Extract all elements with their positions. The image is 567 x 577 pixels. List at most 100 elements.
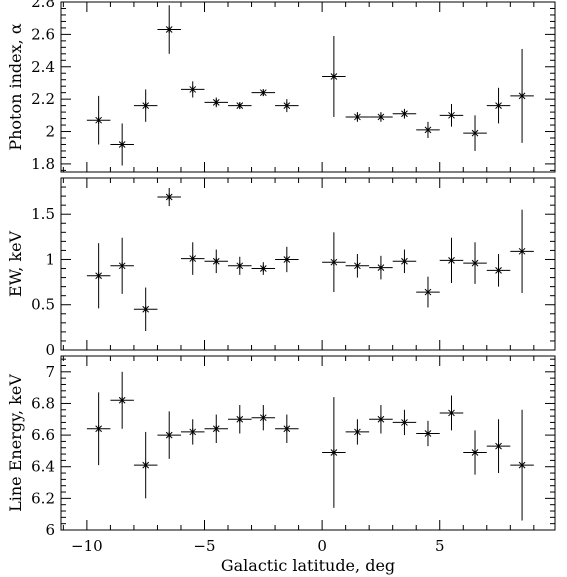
x-axis-label: Galactic latitude, deg bbox=[221, 556, 395, 575]
star-marker bbox=[95, 116, 102, 124]
x-tick-label: 5 bbox=[435, 537, 445, 555]
data-point bbox=[86, 243, 111, 309]
star-marker bbox=[424, 430, 432, 438]
y-tick-label: 2.2 bbox=[31, 90, 55, 108]
star-marker bbox=[189, 255, 197, 263]
y-tick-label: 6.6 bbox=[31, 426, 55, 444]
data-point bbox=[275, 99, 299, 113]
data-point bbox=[180, 419, 205, 445]
y-tick-label: 2 bbox=[45, 123, 55, 141]
data-point bbox=[86, 95, 111, 145]
data-point bbox=[86, 392, 111, 466]
data-point bbox=[510, 48, 534, 143]
data-point bbox=[439, 237, 464, 284]
star-marker bbox=[165, 193, 173, 201]
star-marker bbox=[330, 258, 338, 266]
data-point bbox=[486, 419, 511, 474]
data-point bbox=[133, 287, 158, 331]
y-axis-label: EW, keV bbox=[6, 230, 25, 297]
data-point bbox=[392, 108, 417, 119]
star-marker bbox=[118, 396, 126, 404]
panel-frame bbox=[60, 1, 556, 173]
y-tick-label: 1.5 bbox=[31, 205, 55, 223]
data-point bbox=[110, 237, 134, 294]
star-marker bbox=[495, 266, 502, 274]
data-points bbox=[86, 371, 534, 521]
y-tick-label: 2.8 bbox=[31, 0, 55, 11]
data-points bbox=[86, 5, 534, 166]
panel-frame bbox=[60, 177, 556, 351]
star-marker bbox=[259, 89, 267, 97]
star-marker bbox=[283, 425, 291, 433]
y-tick-label: 0 bbox=[45, 341, 55, 359]
star-marker bbox=[401, 257, 408, 265]
data-point bbox=[322, 232, 346, 293]
panel-frame bbox=[60, 355, 556, 531]
data-point bbox=[228, 102, 252, 110]
y-ticks: 0 0.5 1 1.5 bbox=[31, 177, 555, 359]
star-marker bbox=[212, 98, 220, 106]
star-marker bbox=[330, 72, 338, 80]
data-point bbox=[251, 89, 276, 97]
x-tick-label: 0 bbox=[317, 537, 327, 555]
data-point bbox=[463, 115, 487, 151]
star-marker bbox=[354, 262, 361, 270]
data-point bbox=[133, 431, 158, 499]
star-marker bbox=[424, 126, 432, 134]
star-marker bbox=[236, 102, 244, 110]
y-tick-label: 7 bbox=[45, 363, 55, 381]
data-point bbox=[510, 409, 534, 521]
data-point bbox=[133, 89, 158, 122]
data-point bbox=[275, 246, 299, 273]
data-point bbox=[416, 420, 440, 447]
data-point bbox=[322, 36, 346, 117]
star-marker bbox=[118, 140, 126, 148]
data-point bbox=[463, 242, 487, 284]
star-marker bbox=[212, 257, 220, 265]
data-point bbox=[416, 276, 440, 308]
data-point bbox=[369, 255, 393, 280]
data-point bbox=[228, 256, 252, 275]
data-point bbox=[439, 104, 464, 127]
data-point bbox=[345, 254, 370, 278]
star-marker bbox=[354, 113, 361, 121]
data-point bbox=[463, 430, 487, 475]
data-point bbox=[345, 112, 370, 122]
star-marker bbox=[212, 425, 220, 433]
data-point bbox=[439, 395, 464, 431]
star-marker bbox=[142, 305, 150, 313]
data-point bbox=[322, 397, 346, 508]
data-points bbox=[86, 187, 534, 331]
y-ticks: 1.8 2 2.2 2.4 2.6 2.8 bbox=[31, 0, 555, 173]
star-marker bbox=[471, 259, 479, 267]
star-marker bbox=[448, 111, 455, 119]
star-marker bbox=[236, 262, 244, 270]
star-marker bbox=[401, 418, 408, 426]
star-marker bbox=[401, 110, 408, 118]
star-marker bbox=[518, 461, 526, 469]
data-point bbox=[369, 405, 393, 434]
star-marker bbox=[448, 256, 455, 264]
data-point bbox=[369, 112, 393, 122]
star-marker bbox=[165, 431, 173, 439]
data-point bbox=[157, 411, 181, 459]
data-point bbox=[157, 187, 181, 207]
data-point bbox=[251, 405, 276, 431]
x-ticks bbox=[62, 356, 535, 530]
star-marker bbox=[95, 272, 102, 280]
y-tick-label: 2.6 bbox=[31, 25, 55, 43]
y-ticks: 6 6.2 6.4 6.6 6.8 7 bbox=[31, 358, 555, 539]
star-marker bbox=[424, 288, 432, 296]
data-point bbox=[110, 123, 134, 166]
x-ticks bbox=[62, 2, 535, 172]
data-point bbox=[157, 5, 181, 54]
data-point bbox=[180, 242, 205, 275]
star-marker bbox=[471, 129, 479, 137]
data-point bbox=[251, 262, 276, 275]
data-point bbox=[345, 419, 370, 445]
star-marker bbox=[354, 428, 361, 436]
x-tick-labels: −10 −5 0 5 bbox=[71, 537, 444, 555]
star-marker bbox=[189, 85, 197, 93]
y-tick-label: 1.8 bbox=[31, 155, 55, 173]
y-tick-label: 6 bbox=[45, 521, 55, 539]
